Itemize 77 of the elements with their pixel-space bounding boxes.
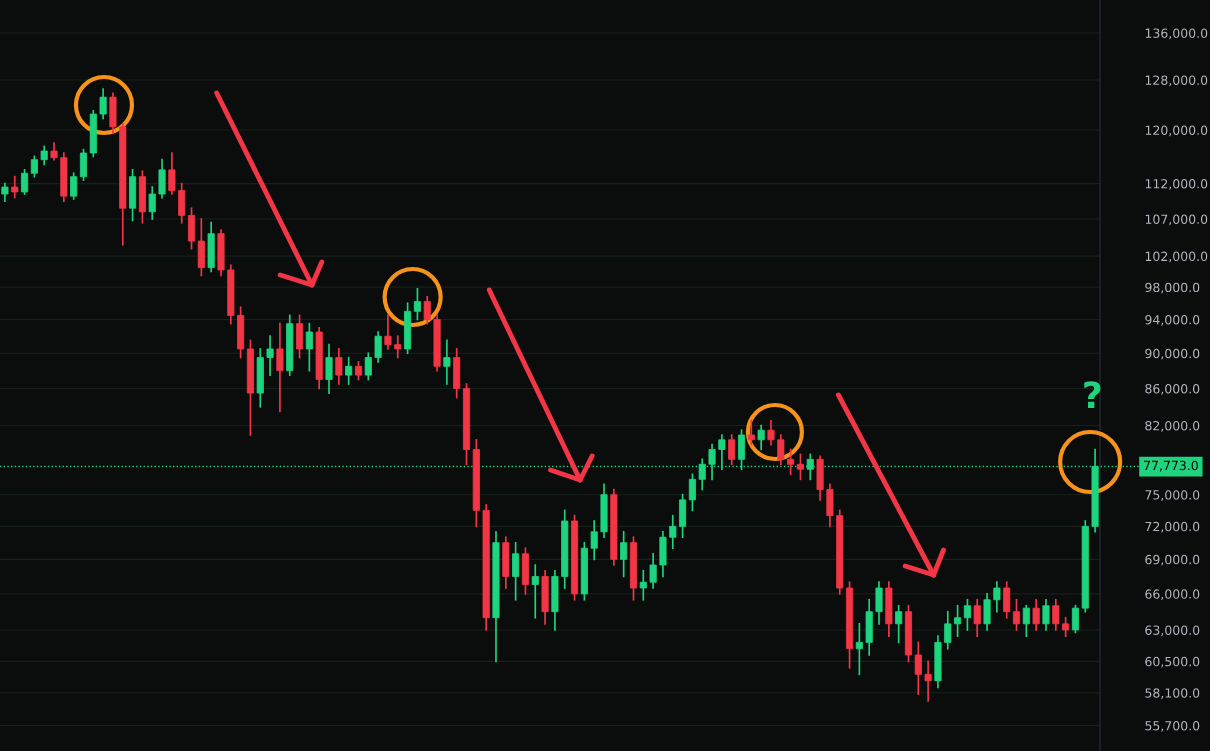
- candlestick: [718, 434, 726, 471]
- candlestick: [384, 314, 392, 350]
- candlestick: [993, 581, 1001, 613]
- y-tick-label: 66,000.0: [1145, 589, 1200, 601]
- candlestick: [276, 322, 284, 413]
- y-tick-label: 55,700.0: [1145, 720, 1200, 732]
- candlestick: [728, 434, 736, 466]
- y-tick-label: 102,000.0: [1145, 251, 1208, 263]
- y-tick-label: 112,000.0: [1145, 179, 1208, 190]
- candlestick: [79, 148, 88, 181]
- candlestick: [512, 541, 520, 601]
- candlestick: [914, 641, 922, 695]
- candlestick: [1003, 581, 1011, 619]
- y-tick-label: 120,000.0: [1145, 125, 1208, 137]
- y-tick-label: 58,100.0: [1145, 688, 1200, 699]
- candlestick: [855, 622, 863, 676]
- candlestick: [394, 335, 402, 359]
- y-tick-label: 69,000.0: [1145, 554, 1200, 566]
- candlestick: [70, 172, 78, 200]
- candlestick: [531, 564, 539, 619]
- candlestick: [1012, 598, 1021, 631]
- y-tick-label: 75,000.0: [1145, 490, 1200, 501]
- candlestick: [787, 448, 795, 476]
- candlestick: [266, 335, 274, 376]
- candlestick: [954, 604, 962, 637]
- candlestick: [30, 155, 38, 178]
- candlestick: [374, 331, 382, 363]
- candlestick: [443, 339, 451, 385]
- ref-line-label: 77,773.0: [1144, 460, 1198, 472]
- y-tick-label: 60,500.0: [1145, 656, 1200, 668]
- candlestick: [639, 569, 647, 601]
- y-tick-label: 90,000.0: [1145, 348, 1200, 360]
- candlestick: [345, 356, 353, 385]
- candlestick: [767, 419, 775, 446]
- candlestick: [364, 352, 372, 381]
- candlestick: [413, 287, 421, 321]
- candlestick: [963, 598, 971, 631]
- candlestick: [944, 610, 952, 650]
- candlestick: [757, 424, 765, 451]
- candlestick: [747, 419, 755, 446]
- candlestick: [148, 186, 156, 220]
- candlestick: [20, 169, 29, 195]
- candlestick: [11, 175, 19, 199]
- candlestick: [99, 88, 107, 120]
- candlestick: [1052, 598, 1060, 631]
- candlestick: [423, 295, 431, 325]
- candlestick: [1042, 598, 1050, 631]
- candlestick: [924, 660, 932, 702]
- candlestick: [1062, 616, 1070, 637]
- candlestick: [649, 552, 657, 589]
- candlestick: [777, 434, 785, 466]
- y-tick-label: 98,000.0: [1145, 282, 1200, 294]
- y-tick-label: 86,000.0: [1145, 383, 1200, 395]
- candlestick: [796, 453, 805, 481]
- candlestick: [335, 348, 343, 385]
- y-tick-label: 107,000.0: [1145, 214, 1208, 226]
- candlestick: [669, 514, 677, 550]
- y-tick-label: 94,000.0: [1145, 314, 1200, 326]
- candlestick: [973, 598, 981, 637]
- candlestick: [325, 343, 333, 394]
- candlestick: [590, 520, 598, 561]
- candlestick: [1032, 598, 1040, 631]
- y-tick-label: 72,000.0: [1145, 521, 1200, 533]
- candlestick: [1071, 604, 1080, 634]
- y-tick-label: 82,000.0: [1145, 420, 1200, 432]
- annotation: ?: [1084, 381, 1101, 408]
- y-tick-label: 128,000.0: [1145, 75, 1208, 87]
- candlestick: [895, 604, 903, 644]
- y-tick-label: 136,000.0: [1145, 28, 1208, 40]
- candlestick: [875, 581, 883, 625]
- candlestick: [1022, 604, 1030, 637]
- candlestick: [688, 473, 696, 512]
- candlestick: [168, 152, 176, 195]
- candlestick: [305, 322, 313, 372]
- candlestick: [620, 530, 628, 578]
- y-tick-label: 63,000.0: [1145, 625, 1200, 637]
- candlestick: [40, 145, 48, 166]
